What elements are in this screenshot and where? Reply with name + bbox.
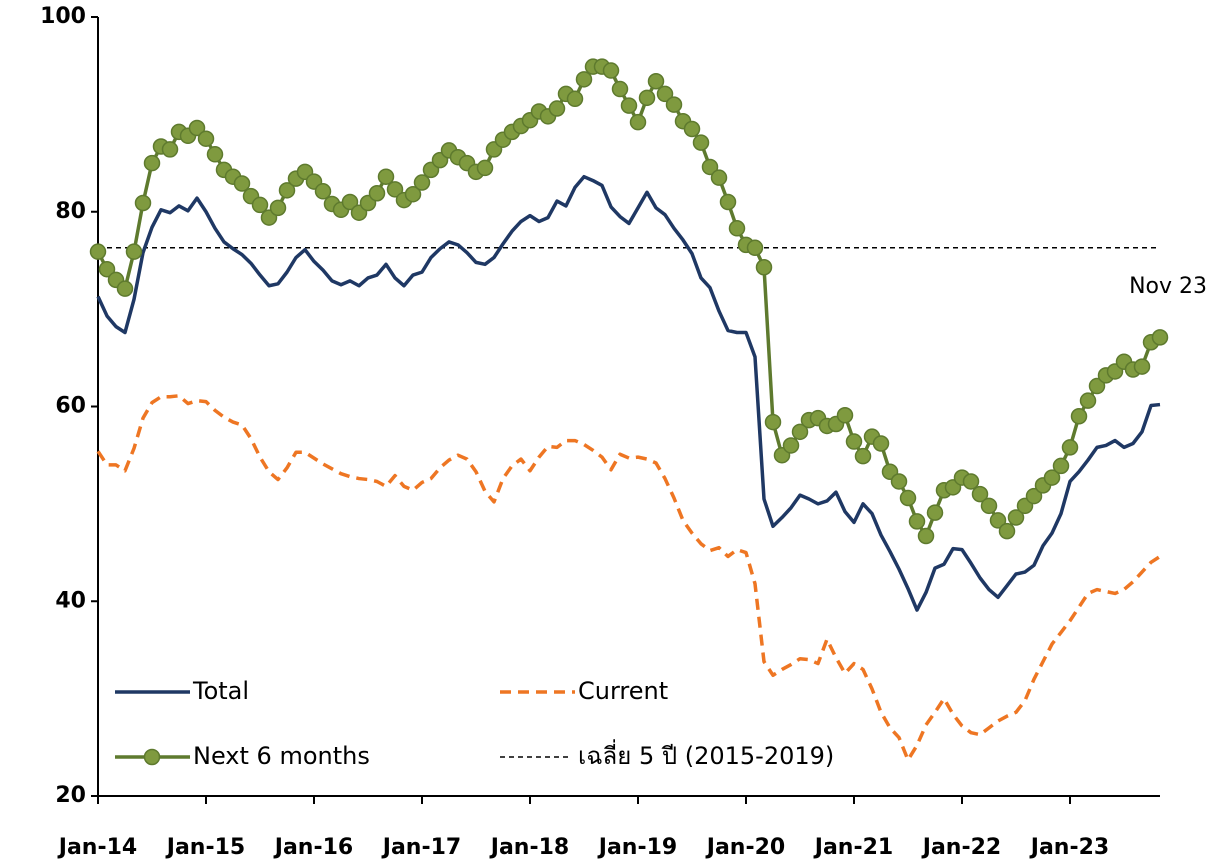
series-marker <box>854 447 872 465</box>
series-marker <box>683 120 701 138</box>
series-marker <box>89 243 107 260</box>
series-marker <box>143 154 161 172</box>
series-marker <box>1133 358 1151 375</box>
series-marker <box>1061 439 1079 456</box>
y-tick-label: 100 <box>40 4 86 29</box>
series-marker <box>665 96 683 113</box>
series-marker <box>1007 509 1025 526</box>
series-marker <box>719 193 737 211</box>
series-marker <box>710 169 728 186</box>
series-marker <box>989 512 1007 529</box>
series-marker <box>575 71 593 88</box>
x-tick-label: Jan-23 <box>1029 835 1109 860</box>
x-tick-label: Jan-17 <box>381 835 461 860</box>
series-marker <box>1025 487 1043 505</box>
x-tick-label: Jan-16 <box>273 835 353 860</box>
series-marker <box>908 513 926 530</box>
annotation: Nov 23 <box>1129 274 1207 299</box>
x-tick-label: Jan-22 <box>921 835 1001 860</box>
series-marker <box>197 130 215 147</box>
series-marker <box>899 489 917 507</box>
legend-label: Total <box>192 677 249 705</box>
series-marker <box>962 473 980 490</box>
x-tick-label: Jan-21 <box>813 835 893 860</box>
series-marker <box>98 260 116 278</box>
series-marker <box>233 175 251 192</box>
series-marker <box>377 168 395 185</box>
series-marker <box>656 85 674 103</box>
series-marker <box>161 141 179 158</box>
series-marker <box>620 97 638 114</box>
series-line <box>96 174 1161 612</box>
series-marker <box>125 243 143 260</box>
series-marker <box>872 435 890 452</box>
x-tick-label: Jan-15 <box>165 835 245 860</box>
legend-label: Next 6 months <box>193 742 370 770</box>
series-marker <box>1079 392 1097 409</box>
x-tick-label: Jan-19 <box>597 835 677 860</box>
legend-label: เฉลี่ย 5 ปี (2015-2019) <box>578 739 834 770</box>
series-marker <box>998 522 1016 540</box>
x-tick-label: Jan-20 <box>705 835 785 860</box>
series-marker <box>1043 469 1061 486</box>
legend-label: Current <box>578 677 668 705</box>
series-marker <box>764 413 782 431</box>
series-marker <box>602 62 620 79</box>
y-tick-label: 20 <box>55 783 86 808</box>
series-marker <box>782 437 800 454</box>
series-marker <box>386 181 404 198</box>
series-marker <box>629 113 647 131</box>
series-marker <box>836 407 854 424</box>
series-marker <box>341 193 359 211</box>
series-marker <box>314 183 332 200</box>
series-marker <box>404 185 422 203</box>
series-marker <box>971 485 989 503</box>
series-marker <box>368 184 386 202</box>
series-marker <box>917 527 935 545</box>
series-marker <box>611 80 629 98</box>
y-tick-label: 60 <box>55 394 86 419</box>
series-marker <box>692 134 710 151</box>
x-tick-label: Jan-18 <box>489 835 569 860</box>
series-marker <box>269 199 287 217</box>
series-marker <box>251 196 269 214</box>
series-marker <box>1151 329 1169 346</box>
series-marker <box>746 239 764 257</box>
series-marker <box>980 497 998 515</box>
series-marker <box>647 73 665 90</box>
series-marker <box>1070 407 1088 425</box>
series-marker <box>413 174 431 191</box>
y-tick-label: 80 <box>55 199 86 224</box>
series-line <box>96 394 1161 762</box>
series-line <box>96 64 1161 538</box>
x-tick-label: Jan-14 <box>57 835 137 860</box>
series-marker <box>566 90 584 108</box>
series-marker <box>548 100 566 117</box>
series-marker <box>845 433 863 450</box>
series-marker <box>701 158 719 176</box>
series-marker <box>638 89 656 107</box>
series-marker <box>890 473 908 490</box>
legend-marker <box>143 748 161 766</box>
series-marker <box>926 504 944 521</box>
series-marker <box>476 159 494 177</box>
y-tick-label: 40 <box>55 588 86 613</box>
series-marker <box>1088 377 1106 395</box>
series-marker <box>728 220 746 237</box>
series-marker <box>791 423 809 441</box>
series-marker <box>116 280 134 297</box>
series-marker <box>278 182 296 199</box>
series-marker <box>755 259 773 276</box>
series-marker <box>188 119 206 137</box>
series-marker <box>134 194 152 212</box>
series-marker <box>1052 457 1070 475</box>
series-marker <box>206 146 224 163</box>
